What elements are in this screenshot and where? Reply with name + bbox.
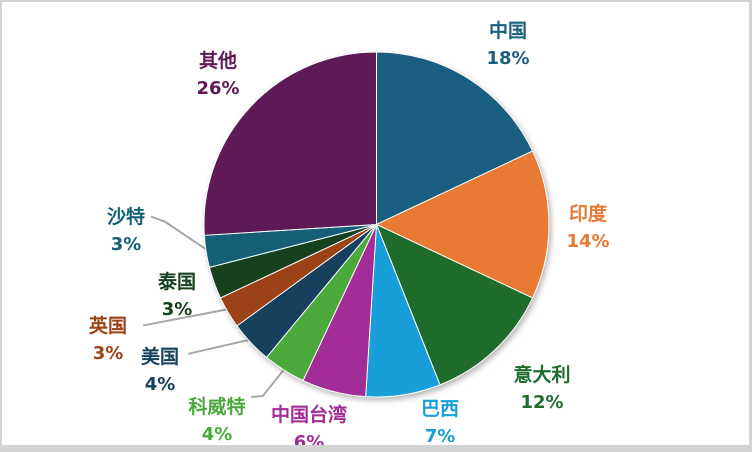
leader-line-uk: [143, 307, 231, 327]
pie-slice-other: [203, 51, 377, 236]
pie-slices-group: [203, 51, 550, 398]
pie-slice-italy: [375, 223, 534, 386]
pie-slice-india: [375, 150, 550, 299]
pie-chart: [143, 51, 550, 398]
leader-line-usa: [188, 338, 253, 355]
leader-lines-group: [143, 215, 288, 398]
pie-slice-china: [375, 51, 534, 225]
leader-line-kuwait: [250, 365, 288, 398]
leader-line-saudi: [150, 215, 208, 251]
